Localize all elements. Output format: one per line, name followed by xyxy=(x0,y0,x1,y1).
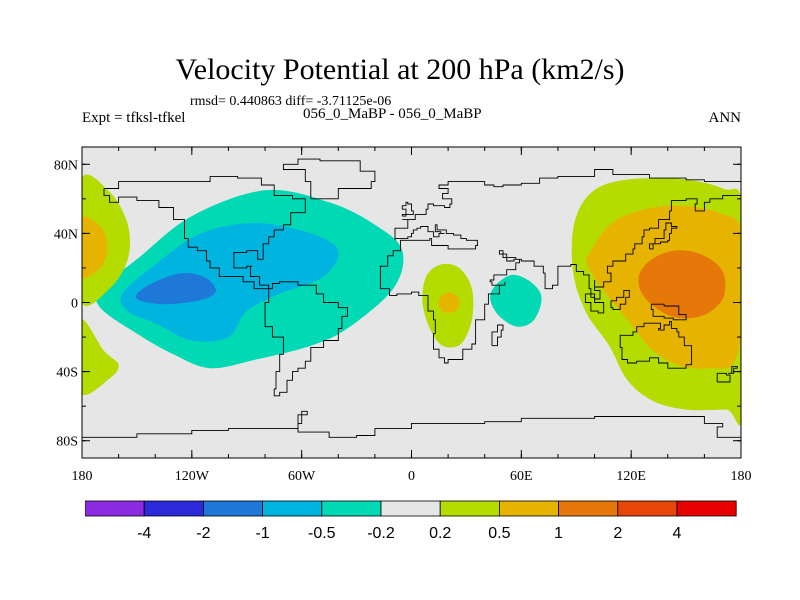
colorbar-box-9 xyxy=(617,500,678,517)
y-tick-label-3: 40S xyxy=(56,366,78,381)
colorbar-labels: -4 -2 -1 -0.5 -0.2 0.2 0.5 1 2 4 xyxy=(137,525,681,542)
x-tick-label-2: 60W xyxy=(288,469,316,484)
colorbar-box-4 xyxy=(321,500,382,517)
contour-region-8 xyxy=(638,250,726,319)
x-tick-label-6: 180 xyxy=(731,469,752,484)
coastline-6 xyxy=(401,201,414,217)
experiment-label: Expt = tfksl-tfkel xyxy=(82,110,186,126)
x-tick-label-5: 120E xyxy=(616,469,646,484)
colorbar-label-7: 1 xyxy=(554,525,563,542)
colorbar-label-0: -4 xyxy=(137,525,151,542)
colorbar-label-8: 2 xyxy=(613,525,622,542)
coastline-8 xyxy=(491,324,504,347)
colorbar-boxes xyxy=(85,500,737,517)
colorbar-label-2: -1 xyxy=(255,525,269,542)
contour-fills xyxy=(82,174,741,426)
y-axis: 80N 40N 0 40S 80S xyxy=(54,158,741,450)
coastline-1 xyxy=(264,281,348,397)
colorbar-box-6 xyxy=(439,500,500,517)
coastline-5 xyxy=(82,410,741,438)
y-tick-label-2: 0 xyxy=(71,297,78,312)
x-tick-label-4: 60E xyxy=(510,469,533,484)
coastline-12 xyxy=(728,365,738,374)
colorbar-box-10 xyxy=(676,500,737,517)
x-tick-label-0: 180 xyxy=(72,469,93,484)
colorbar-label-1: -2 xyxy=(196,525,210,542)
colorbar-box-7 xyxy=(498,500,559,517)
colorbar-box-8 xyxy=(558,500,619,517)
y-tick-label-4: 80S xyxy=(56,435,78,450)
rmsd-diff-line: rmsd= 0.440863 diff= -3.71125e-06 xyxy=(190,94,392,109)
colorbar-label-9: 4 xyxy=(673,525,682,542)
contour-region-3 xyxy=(490,274,542,327)
coastline-4 xyxy=(619,321,693,369)
colorbar-box-3 xyxy=(262,500,323,517)
contour-region-5 xyxy=(438,292,460,313)
contour-region-2 xyxy=(135,273,216,305)
map-plot: 180 120W 60W 0 60E 120E 180 80N 40N 0 40S 80S xyxy=(54,146,752,484)
contour-region-1 xyxy=(120,223,339,342)
coastline-3 xyxy=(379,169,741,364)
contour-region-11 xyxy=(82,318,119,395)
coastline-0 xyxy=(103,175,306,290)
x-axis: 180 120W 60W 0 60E 120E 180 xyxy=(72,147,752,484)
coastline-7 xyxy=(649,222,678,250)
coastline-2 xyxy=(282,158,376,200)
colorbar-box-2 xyxy=(203,500,264,517)
colorbar-label-6: 0.5 xyxy=(488,525,510,542)
colorbar-label-3: -0.5 xyxy=(308,525,336,542)
colorbar-box-5 xyxy=(380,500,441,517)
coastline-10 xyxy=(610,289,630,310)
x-tick-label-1: 120W xyxy=(175,469,210,484)
coastline-11 xyxy=(650,303,687,321)
coastline-13 xyxy=(716,372,731,383)
coastlines xyxy=(82,158,741,438)
colorbar-box-1 xyxy=(143,500,204,517)
case-label: 056_0_MaBP - 056_0_MaBP xyxy=(303,106,482,122)
colorbar-label-4: -0.2 xyxy=(367,525,395,542)
season-label: ANN xyxy=(708,110,742,126)
colorbar: -4 -2 -1 -0.5 -0.2 0.2 0.5 1 2 4 xyxy=(85,500,737,542)
chart-title: Velocity Potential at 200 hPa (km2/s) xyxy=(175,53,625,86)
contour-region-10 xyxy=(82,216,108,278)
colorbar-label-5: 0.2 xyxy=(429,525,451,542)
colorbar-box-0 xyxy=(85,500,145,517)
x-tick-label-3: 0 xyxy=(408,469,415,484)
coastline-9 xyxy=(584,293,605,314)
y-tick-label-0: 80N xyxy=(54,158,78,173)
y-tick-label-1: 40N xyxy=(54,227,78,242)
